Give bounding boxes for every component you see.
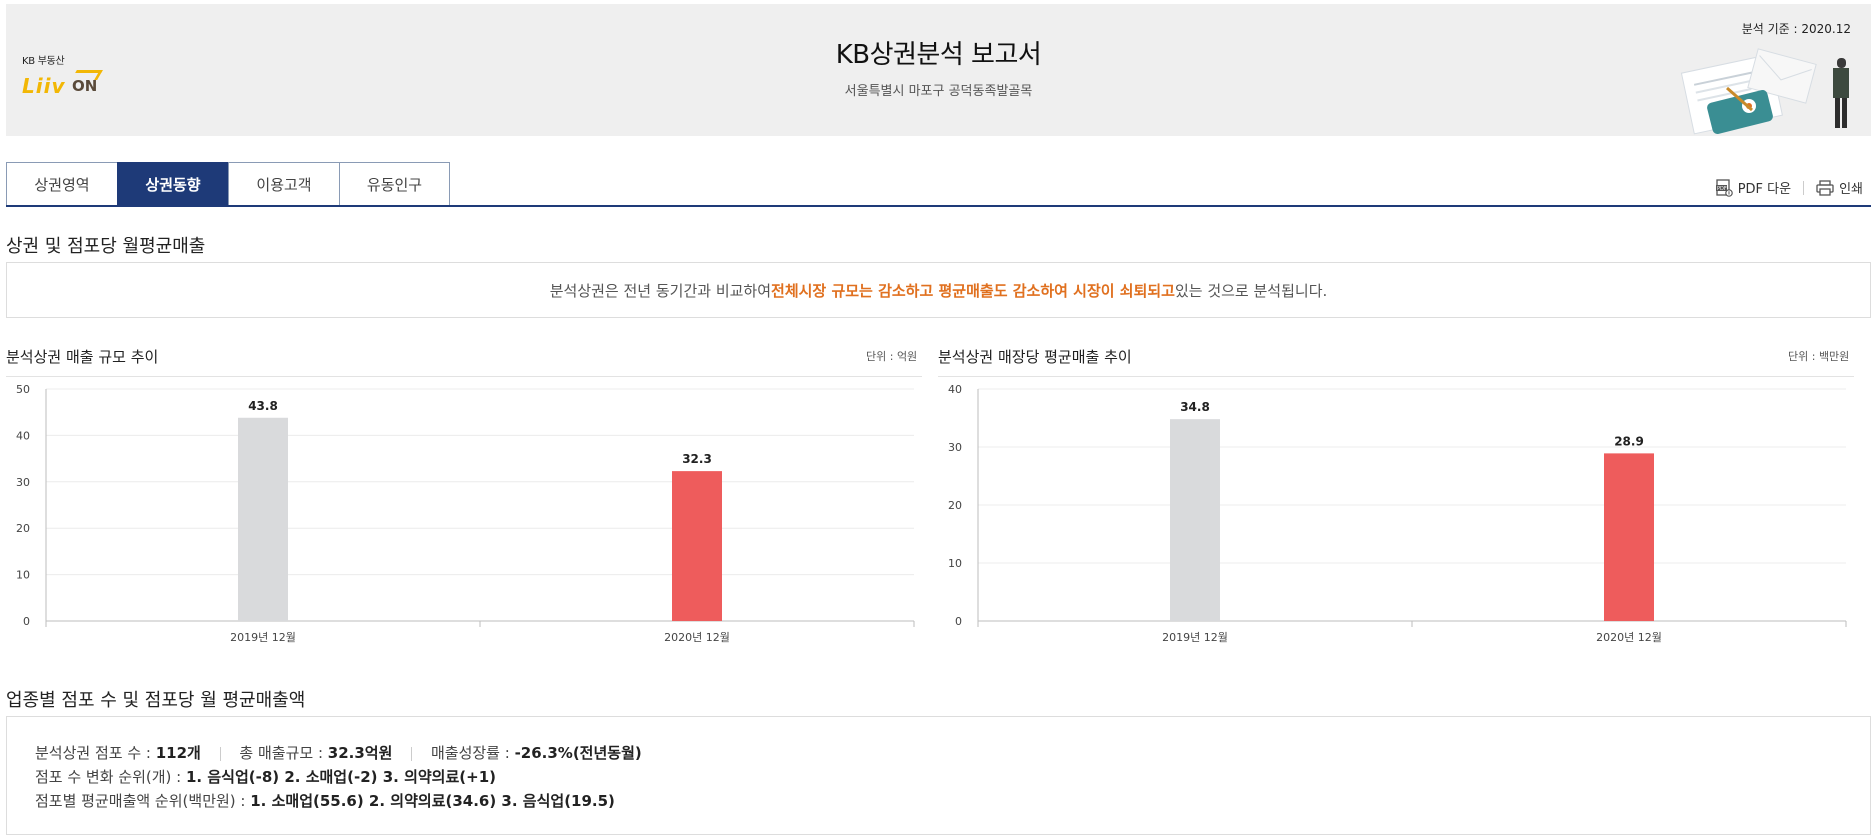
chart1-svg: 0 10 20 30 40 50 43.8 2019년 12월 32.3 2020년 12월	[16, 383, 915, 644]
bar[interactable]	[672, 471, 722, 621]
summary-text-pre: 분석상권은 전년 동기간과 비교하여	[549, 281, 772, 300]
y-tick-label: 10	[948, 557, 962, 570]
y-tick-label: 20	[16, 522, 30, 535]
summary-highlight: 전체시장 규모는 감소하고 평균매출도 감소하여 시장이 쇠퇴되고	[771, 281, 1175, 300]
analysis-summary: 분석상권은 전년 동기간과 비교하여 전체시장 규모는 감소하고 평균매출도 감…	[6, 262, 1871, 318]
bar-value-label: 28.9	[1614, 434, 1644, 448]
industry-stats: 분석상권 점포 수 : 112개 총 매출규모 : 32.3억원 매출성장률 :…	[6, 716, 1871, 835]
store-count-value: 112개	[155, 744, 201, 762]
y-tick-label: 40	[948, 383, 962, 396]
y-tick-label: 30	[16, 476, 30, 489]
chart1-container: 0 10 20 30 40 50 43.8 2019년 12월 32.3 2020년 12월	[6, 376, 922, 658]
chart2-title: 분석상권 매장당 평균매출 추이	[938, 348, 1132, 366]
toolbar: PDF PDF 다운 인쇄	[1715, 178, 1863, 197]
tab-trade-area[interactable]: 상권영역	[6, 162, 117, 206]
x-tick-label: 2020년 12월	[664, 631, 730, 644]
chart1-title: 분석상권 매출 규모 추이	[6, 348, 159, 366]
rank-count-label: 점포 수 변화 순위(개) :	[35, 768, 186, 786]
y-tick-label: 40	[16, 429, 30, 442]
pdf-download-label: PDF 다운	[1737, 182, 1792, 197]
x-tick-label: 2019년 12월	[230, 631, 296, 644]
stats-divider	[219, 746, 221, 761]
stats-line-1: 분석상권 점포 수 : 112개 총 매출규모 : 32.3억원 매출성장률 :…	[35, 741, 1870, 765]
y-tick-label: 0	[23, 615, 30, 628]
pdf-download-button[interactable]: PDF PDF 다운	[1715, 178, 1791, 197]
page-title: KB상권분석 보고서	[835, 40, 1042, 70]
rank-sales-label: 점포별 평균매출액 순위(백만원) :	[35, 792, 251, 810]
chart2-container: 0 10 20 30 40 34.8 2019년 12월 28.9 2020년 12월	[938, 376, 1854, 658]
tab-customers[interactable]: 이용고객	[228, 162, 339, 206]
chart2-svg: 0 10 20 30 40 34.8 2019년 12월 28.9 2020년 12월	[948, 383, 1847, 644]
x-tick-label: 2019년 12월	[1162, 631, 1228, 644]
page-subtitle: 서울특별시 마포구 공덕동족발골목	[844, 84, 1033, 99]
stats-divider	[411, 746, 413, 761]
y-tick-label: 20	[948, 499, 962, 512]
bar-value-label: 32.3	[682, 452, 712, 466]
section-title-industry: 업종별 점포 수 및 점포당 월 평균매출액	[6, 690, 306, 711]
logo-liiv-text: Liiv	[22, 74, 66, 98]
chart1-unit: 단위 : 억원	[866, 350, 918, 363]
pdf-icon: PDF	[1715, 178, 1733, 197]
report-tabs: 상권영역 상권동향 이용고객 유동인구	[6, 162, 450, 206]
printer-icon	[1816, 179, 1834, 196]
store-count-label: 분석상권 점포 수 :	[35, 744, 156, 762]
y-tick-label: 10	[16, 569, 30, 582]
logo-kb-text: KB 부동산	[22, 56, 65, 67]
logo-on-text: ON	[72, 77, 98, 95]
y-tick-label: 0	[955, 615, 962, 628]
tab-underline	[6, 205, 1871, 207]
bar[interactable]	[1170, 419, 1220, 621]
base-date: 분석 기준 : 2020.12	[1741, 22, 1851, 36]
stats-line-3: 점포별 평균매출액 순위(백만원) : 1. 소매업(55.6) 2. 의약의료…	[35, 789, 1870, 813]
print-button[interactable]: 인쇄	[1816, 178, 1863, 197]
y-tick-label: 30	[948, 441, 962, 454]
bar[interactable]	[1604, 453, 1654, 621]
rank-sales-value: 1. 소매업(55.6) 2. 의약의료(34.6) 3. 음식업(19.5)	[250, 792, 615, 810]
print-label: 인쇄	[1839, 182, 1863, 197]
sales-scale-label: 총 매출규모 :	[239, 744, 328, 762]
bar[interactable]	[238, 417, 288, 621]
growth-value: -26.3%(전년동월)	[514, 744, 642, 762]
tab-floating-population[interactable]: 유동인구	[339, 162, 450, 206]
tab-trade-trend[interactable]: 상권동향	[117, 162, 228, 206]
bar-value-label: 34.8	[1180, 400, 1210, 414]
x-tick-label: 2020년 12월	[1596, 631, 1662, 644]
stats-line-2: 점포 수 변화 순위(개) : 1. 음식업(-8) 2. 소매업(-2) 3.…	[35, 765, 1870, 789]
report-illustration-icon	[1680, 48, 1849, 135]
rank-count-value: 1. 음식업(-8) 2. 소매업(-2) 3. 의약의료(+1)	[186, 768, 496, 786]
report-header: KB 부동산 Liiv ON KB상권분석 보고서 서울특별시 마포구 공덕동족…	[6, 4, 1871, 136]
toolbar-divider	[1803, 180, 1805, 195]
summary-text-post: 있는 것으로 분석됩니다.	[1174, 281, 1328, 300]
kb-liiv-on-logo[interactable]: KB 부동산 Liiv ON	[22, 52, 112, 98]
growth-label: 매출성장률 :	[430, 744, 515, 762]
y-tick-label: 50	[16, 383, 30, 396]
bar-value-label: 43.8	[248, 399, 278, 413]
sales-scale-value: 32.3억원	[327, 744, 393, 762]
svg-text:PDF: PDF	[1717, 186, 1727, 192]
chart2-unit: 단위 : 백만원	[1788, 350, 1850, 363]
section-title-sales: 상권 및 점포당 월평균매출	[6, 236, 206, 257]
